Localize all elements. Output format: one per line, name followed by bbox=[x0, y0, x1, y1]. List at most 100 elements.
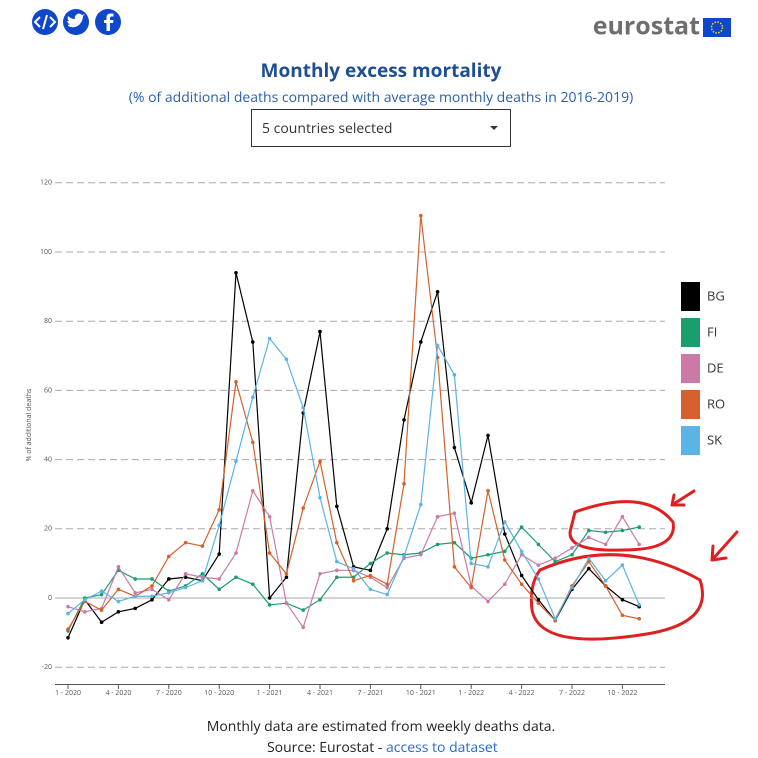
data-point bbox=[452, 445, 457, 450]
data-point bbox=[503, 582, 507, 586]
legend-label: SK bbox=[707, 430, 722, 448]
data-point bbox=[620, 613, 625, 618]
data-point bbox=[368, 573, 373, 578]
data-point bbox=[284, 575, 289, 580]
data-point bbox=[503, 520, 507, 524]
data-point bbox=[284, 601, 289, 605]
data-point bbox=[435, 542, 440, 547]
data-point bbox=[402, 418, 406, 422]
data-point bbox=[301, 625, 306, 630]
data-point bbox=[183, 540, 188, 545]
data-point bbox=[150, 587, 154, 592]
legend-label: RO bbox=[707, 394, 725, 412]
data-point bbox=[234, 575, 238, 580]
data-point bbox=[519, 573, 524, 578]
data-point bbox=[217, 507, 221, 512]
data-point bbox=[251, 340, 255, 344]
legend-swatch bbox=[681, 426, 700, 455]
data-point bbox=[536, 601, 541, 605]
data-point bbox=[503, 532, 507, 536]
data-point bbox=[335, 568, 339, 573]
data-point bbox=[351, 566, 356, 571]
x-tick-label: 4 - 2020 bbox=[105, 689, 131, 698]
y-tick-label: 80 bbox=[44, 317, 52, 326]
data-point bbox=[301, 506, 306, 510]
data-point bbox=[368, 561, 373, 566]
data-point bbox=[519, 525, 524, 529]
data-point bbox=[351, 578, 356, 583]
data-point bbox=[133, 594, 137, 599]
data-point bbox=[284, 571, 289, 576]
data-point bbox=[66, 635, 70, 640]
data-point bbox=[536, 597, 541, 602]
data-point bbox=[536, 563, 541, 567]
legend-swatch bbox=[681, 354, 700, 383]
data-point bbox=[301, 608, 306, 612]
data-point bbox=[251, 395, 255, 400]
data-point bbox=[200, 578, 205, 583]
data-point bbox=[637, 525, 641, 529]
country-dropdown[interactable] bbox=[251, 109, 511, 147]
source: Source: Eurostat - bbox=[267, 738, 386, 757]
eu-flag bbox=[703, 18, 731, 37]
data-point bbox=[251, 582, 255, 586]
data-point bbox=[99, 589, 104, 593]
x-tick-label: 4 - 2021 bbox=[307, 689, 333, 698]
data-point bbox=[553, 616, 557, 621]
data-point bbox=[402, 554, 406, 559]
data-point bbox=[620, 528, 625, 533]
data-point bbox=[200, 571, 205, 576]
x-tick-label: 4 - 2022 bbox=[509, 689, 535, 698]
data-point bbox=[150, 584, 154, 588]
legend-label: FI bbox=[707, 322, 717, 340]
data-point bbox=[234, 459, 238, 464]
data-point bbox=[620, 563, 625, 567]
data-point bbox=[486, 488, 490, 493]
data-point bbox=[603, 578, 608, 583]
x-tick-label: 10 - 2022 bbox=[607, 689, 637, 698]
data-point bbox=[486, 433, 490, 438]
data-point bbox=[519, 582, 524, 586]
data-point bbox=[251, 488, 255, 493]
data-point bbox=[251, 440, 255, 445]
y-axis-title: % of additional deaths bbox=[25, 388, 34, 461]
data-point bbox=[150, 594, 154, 599]
data-point bbox=[368, 568, 373, 573]
data-point bbox=[469, 561, 474, 566]
data-point bbox=[200, 544, 205, 548]
data-point bbox=[587, 566, 591, 571]
data-point bbox=[536, 577, 541, 581]
footnote: Monthly data are estimated from weekly d… bbox=[207, 717, 555, 736]
data-point bbox=[183, 571, 188, 576]
logo-text: eurostat bbox=[593, 9, 700, 43]
x-tick-label: 10 - 2021 bbox=[406, 689, 436, 698]
data-point bbox=[217, 587, 221, 592]
data-point bbox=[536, 542, 541, 547]
data-point bbox=[99, 592, 104, 597]
data-point bbox=[335, 540, 339, 545]
dataset-link[interactable]: access to dataset bbox=[386, 738, 498, 757]
data-point bbox=[469, 585, 474, 590]
data-point bbox=[301, 405, 306, 410]
series-line bbox=[67, 489, 640, 629]
legend-label: DE bbox=[707, 358, 724, 376]
dropdown-arrow bbox=[490, 126, 498, 130]
legend-label: BG bbox=[707, 286, 725, 304]
data-point bbox=[267, 603, 272, 607]
data-point bbox=[318, 571, 322, 576]
data-point bbox=[385, 551, 390, 555]
data-point bbox=[452, 373, 457, 377]
data-point bbox=[570, 552, 574, 557]
chart-subtitle: (% of additional deaths compared with av… bbox=[129, 88, 633, 107]
x-tick-label: 7 - 2020 bbox=[156, 689, 182, 698]
legend-swatch bbox=[681, 318, 700, 347]
dropdown-text: 5 countries selected bbox=[262, 119, 392, 138]
data-point bbox=[116, 565, 121, 569]
data-point bbox=[99, 620, 104, 625]
data-point bbox=[452, 565, 457, 569]
data-point bbox=[385, 527, 390, 531]
x-tick-label: 1 - 2022 bbox=[458, 689, 484, 698]
data-point bbox=[486, 599, 490, 604]
data-point bbox=[368, 587, 373, 592]
